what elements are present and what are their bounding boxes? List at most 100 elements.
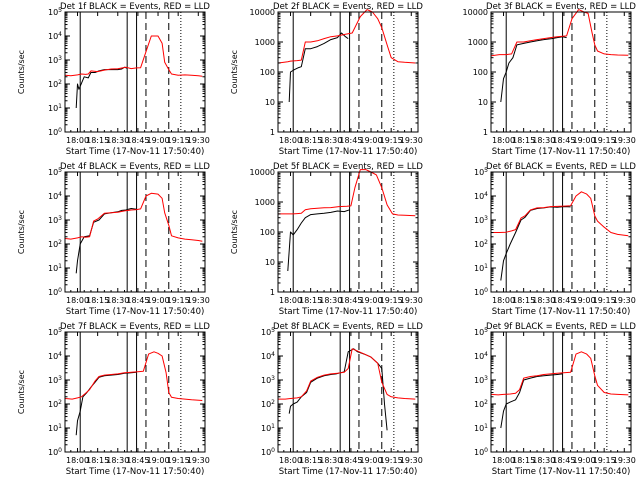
panel-1-x-tick-label-4: 18:45: [126, 136, 149, 145]
panel-6-xlabel: Start Time (17-Nov-11 17:50:40): [492, 307, 631, 317]
panel-5-ylabel: Counts/sec: [230, 210, 239, 254]
panel-3-x-tick-label-1: 18:00: [492, 136, 515, 145]
panel-8-lld-series-line: [278, 348, 416, 400]
panel-8-x-tick-label-7: 19:30: [400, 456, 423, 465]
panel-2-events-series-line: [288, 32, 349, 103]
panel-9-y-tick-label: 103: [474, 375, 488, 385]
panel-8-plot-frame: [277, 331, 419, 453]
panel-2-x-tick-label-2: 18:15: [299, 136, 322, 145]
panel-5-x-tick-label-6: 19:15: [380, 296, 403, 305]
panel-9-y-tick-label: 102: [474, 399, 488, 409]
panel-4-y-tick-label: 100: [48, 287, 62, 297]
panel-5-y-tick-label: 100: [260, 228, 275, 237]
panel-7-plot-frame: [64, 331, 206, 453]
panel-6-y-tick-label: 104: [474, 191, 488, 201]
panel-1-events-series-line: [75, 66, 128, 109]
panel-9-xlabel: Start Time (17-Nov-11 17:50:40): [492, 467, 631, 477]
panel-6-y-tick-label: 102: [474, 239, 488, 249]
panel-2-x-tick-label-3: 18:30: [319, 136, 342, 145]
panel-7-xlabel: Start Time (17-Nov-11 17:50:40): [66, 467, 205, 477]
panel-2-y-tick-label: 100: [260, 68, 275, 77]
panel-2-xlabel: Start Time (17-Nov-11 17:50:40): [279, 147, 418, 157]
panel-8-x-tick-label-2: 18:15: [299, 456, 322, 465]
panel-5-x-tick-label-2: 18:15: [299, 296, 322, 305]
panel-8-y-tick-label: 103: [261, 375, 275, 385]
panel-7-y-tick-label: 103: [48, 375, 62, 385]
panel-1-y-tick-label: 100: [48, 127, 62, 137]
panel-3-x-tick-label-3: 18:30: [532, 136, 555, 145]
panel-4-x-tick-label-5: 19:00: [147, 296, 170, 305]
panel-5-x-tick-label-3: 18:30: [319, 296, 342, 305]
panel-2-x-tick-label-4: 18:45: [339, 136, 362, 145]
panel-1-title: Det 1f BLACK = Events, RED = LLD: [60, 2, 210, 12]
panel-6-y-tick-label: 105: [474, 167, 488, 177]
panel-4-events-series-line: [75, 208, 137, 274]
panel-8-x-tick-label-1: 18:00: [279, 456, 302, 465]
panel-1-ylabel: Counts/sec: [17, 50, 26, 94]
panel-1-plot-frame: [64, 11, 206, 133]
panel-4-ylabel: Counts/sec: [17, 210, 26, 254]
panel-4-title: Det 4f BLACK = Events, RED = LLD: [60, 162, 210, 172]
panel-7-ylabel: Counts/sec: [17, 370, 26, 414]
panel-4-plot-frame: [64, 171, 206, 293]
panel-9-y-tick-label: 105: [474, 327, 488, 337]
panel-4-x-tick-label-7: 19:30: [187, 296, 210, 305]
panel-7-y-tick-label: 102: [48, 399, 62, 409]
panel-6-x-tick-label-5: 19:00: [573, 296, 596, 305]
panel-3-title: Det 3f BLACK = Events, RED = LLD: [486, 2, 636, 12]
panel-8-x-tick-label-5: 19:00: [360, 456, 383, 465]
panel-6-y-tick-label: 101: [474, 263, 488, 273]
panel-5-y-tick-label: 1000: [255, 198, 275, 207]
panel-9-lld-series-line: [491, 351, 629, 396]
panel-9-y-tick-label: 101: [474, 423, 488, 433]
panel-4-y-tick-label: 101: [48, 263, 62, 273]
panel-1-x-tick-label-5: 19:00: [147, 136, 170, 145]
panel-2-x-tick-label-1: 18:00: [279, 136, 302, 145]
panel-4-x-tick-label-3: 18:30: [106, 296, 129, 305]
panel-6-x-tick-label-4: 18:45: [552, 296, 575, 305]
panel-8-y-tick-label: 101: [261, 423, 275, 433]
panel-7-x-tick-label-1: 18:00: [66, 456, 89, 465]
panel-6-x-tick-label-1: 18:00: [492, 296, 515, 305]
panel-1-y-tick-label: 104: [48, 31, 62, 41]
panel-7-x-tick-label-7: 19:30: [187, 456, 210, 465]
panel-4-y-tick-label: 102: [48, 239, 62, 249]
panel-5-xlabel: Start Time (17-Nov-11 17:50:40): [279, 307, 418, 317]
panel-9-events-series-line: [500, 373, 563, 429]
panel-2-y-tick-label: 10000: [250, 8, 275, 17]
panel-1-x-tick-label-3: 18:30: [106, 136, 129, 145]
panel-8-y-tick-label: 104: [261, 351, 275, 361]
panel-1-x-tick-label-6: 19:15: [167, 136, 190, 145]
panel-7-y-tick-label: 105: [48, 327, 62, 337]
panel-5-events-series-line: [287, 209, 350, 272]
panel-7-x-tick-label-3: 18:30: [106, 456, 129, 465]
panel-9-x-tick-label-5: 19:00: [573, 456, 596, 465]
panel-6-lld-series-line: [491, 191, 629, 237]
panel-8-x-tick-label-6: 19:15: [380, 456, 403, 465]
panel-7-y-tick-label: 101: [48, 423, 62, 433]
panel-7-title: Det 7f BLACK = Events, RED = LLD: [60, 322, 210, 332]
panel-8-x-tick-label-3: 18:30: [319, 456, 342, 465]
panel-4-lld-series-line: [65, 192, 203, 242]
panel-4-x-tick-label-6: 19:15: [167, 296, 190, 305]
panel-3-y-tick-label: 10000: [463, 8, 488, 17]
panel-2-x-tick-label-6: 19:15: [380, 136, 403, 145]
panel-2-ylabel: Counts/sec: [230, 50, 239, 94]
panel-7-x-tick-label-4: 18:45: [126, 456, 149, 465]
panel-1-x-tick-label-7: 19:30: [187, 136, 210, 145]
panel-5-x-tick-label-7: 19:30: [400, 296, 423, 305]
panel-6-x-tick-label-2: 18:15: [512, 296, 535, 305]
panel-9-y-tick-label: 104: [474, 351, 488, 361]
panel-6-plot-frame: [490, 171, 632, 293]
panel-1-y-tick-label: 101: [48, 103, 62, 113]
panel-3-y-tick-label: 1: [483, 128, 488, 137]
panel-5-y-tick-label: 1: [270, 288, 275, 297]
panel-2-title: Det 2f BLACK = Events, RED = LLD: [273, 2, 423, 12]
panel-6-x-tick-label-3: 18:30: [532, 296, 555, 305]
panel-1-x-tick-label-2: 18:15: [86, 136, 109, 145]
panel-5-x-tick-label-5: 19:00: [360, 296, 383, 305]
panel-7-lld-series-line: [65, 351, 203, 401]
panel-1-lld-series-line: [65, 35, 203, 77]
panel-6-y-tick-label: 103: [474, 215, 488, 225]
